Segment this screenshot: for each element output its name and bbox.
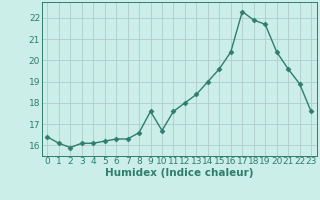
X-axis label: Humidex (Indice chaleur): Humidex (Indice chaleur) — [105, 168, 253, 178]
